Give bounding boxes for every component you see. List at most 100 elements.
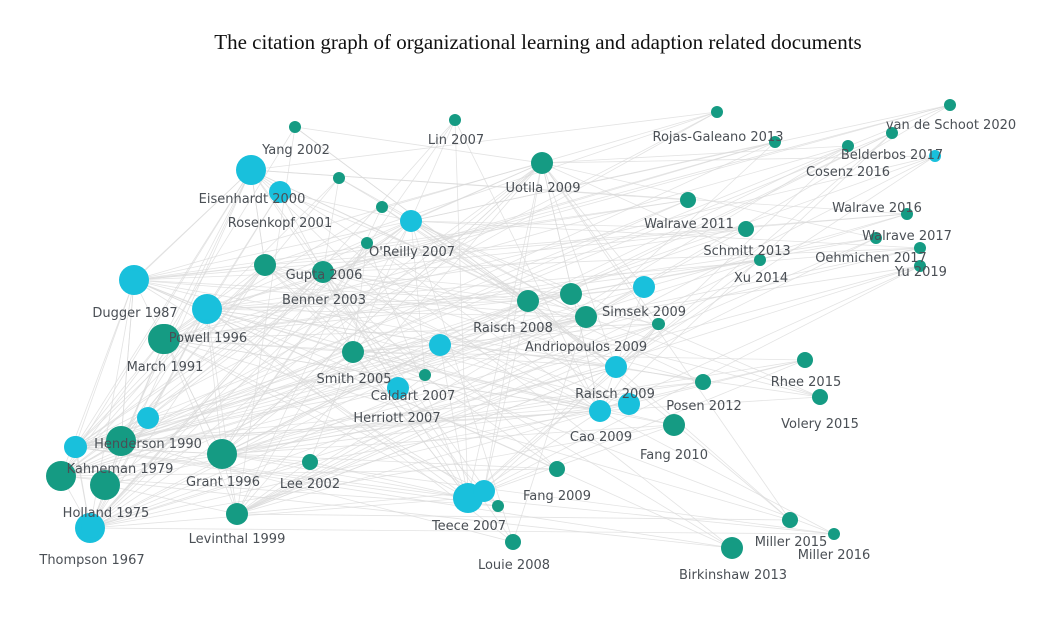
node-walrave2016[interactable] [901,208,913,220]
node-yu2019[interactable] [914,260,926,272]
citation-edge [615,366,791,521]
node-posen2012[interactable] [695,374,711,390]
citation-edge [162,169,252,340]
node-label-lee2002: Lee 2002 [280,477,340,492]
citation-edge [120,104,951,442]
node-n_c10[interactable] [81,516,103,538]
node-n_c2[interactable] [560,283,582,305]
node-oreilly2007[interactable] [400,210,422,232]
citation-edge [164,338,223,455]
node-n_c12[interactable] [195,298,217,320]
node-benner2003[interactable] [254,254,276,276]
node-lin2007[interactable] [449,114,461,126]
node-label-henderson1990: Henderson 1990 [94,437,202,452]
citation-edge [541,162,791,521]
node-n_c15[interactable] [929,150,941,162]
citation-edge [236,366,617,515]
citation-edge [164,338,485,492]
node-n_top2[interactable] [376,201,388,213]
node-vandeschoot2020[interactable] [944,99,956,111]
node-label-vandeschoot2020: van de Schoot 2020 [886,118,1016,133]
node-oehmichen2017[interactable] [870,232,882,244]
node-eisenhardt2000[interactable] [236,155,266,185]
citation-edge [541,162,761,261]
node-n_c14[interactable] [769,136,781,148]
node-label-powell1996: Powell 1996 [169,331,247,346]
citation-edge [206,308,617,368]
node-n_c5[interactable] [618,393,640,415]
node-label-smith2005: Smith 2005 [316,372,391,387]
node-fang2009[interactable] [549,461,565,477]
node-smith2005[interactable] [342,341,364,363]
node-rosenkopf2001[interactable] [269,181,291,203]
node-cao2009[interactable] [589,400,611,422]
node-simsek2009[interactable] [575,306,597,328]
node-fang2010[interactable] [663,414,685,436]
node-caldart2007[interactable] [387,377,409,399]
citation-edge [250,169,630,405]
citation-edge [250,169,266,266]
citation-edge [338,177,587,318]
node-grant1996[interactable] [207,439,237,469]
citation-edge [454,119,469,499]
node-label-dugger1987: Dugger 1987 [92,306,177,321]
node-n_c16[interactable] [652,318,664,330]
node-label-lin2007: Lin 2007 [428,133,484,148]
node-n_c7[interactable] [473,480,495,502]
node-volery2015[interactable] [812,389,828,405]
node-n_c11[interactable] [90,470,120,500]
node-rhee2015[interactable] [797,352,813,368]
node-yang2002[interactable] [289,121,301,133]
node-n_c3[interactable] [633,276,655,298]
citation-edge [294,126,543,164]
node-schmitt2013[interactable] [738,221,754,237]
node-lee2002[interactable] [302,454,318,470]
citation-edge [206,247,921,310]
citation-edge [236,490,485,515]
node-uotila2009[interactable] [531,152,553,174]
node-levinthal1999[interactable] [226,503,248,525]
node-raisch2008[interactable] [517,290,539,312]
node-n_c4[interactable] [429,334,451,356]
citation-edge [467,162,543,499]
citation-edge [75,446,469,499]
citation-edge [410,220,514,543]
citation-edge [89,119,456,529]
node-louie2008[interactable] [505,534,521,550]
citation-edge [615,286,645,368]
node-miller2016[interactable] [828,528,840,540]
node-raisch2009[interactable] [605,356,627,378]
node-xu2014[interactable] [754,254,766,266]
node-n_c8[interactable] [65,436,87,458]
node-herriott2007[interactable] [419,369,431,381]
node-label-oehmichen2017: Oehmichen 2017 [815,251,927,266]
citation-edge [424,316,587,376]
node-belderbos2017[interactable] [842,140,854,152]
node-n_top1[interactable] [333,172,345,184]
node-walrave2017[interactable] [914,242,926,254]
citation-edge [250,169,689,201]
node-n_c1[interactable] [148,324,178,354]
citation-edge [541,145,849,164]
node-cosenz2016[interactable] [886,127,898,139]
node-walrave2011[interactable] [680,192,696,208]
citation-edge [322,177,340,273]
citation-edge [264,213,908,266]
node-gupta2006[interactable] [312,261,334,283]
node-n_c6[interactable] [137,407,159,429]
node-birkinshaw2013[interactable] [721,537,743,559]
node-n_c9[interactable] [492,500,504,512]
citation-edge [264,264,558,470]
node-n_top3[interactable] [361,237,373,249]
node-holland1975[interactable] [46,461,76,491]
citation-edge [60,387,399,477]
node-henderson1990[interactable] [106,426,136,456]
citation-edge [467,359,806,499]
citation-edge [133,169,252,282]
citation-edge [206,141,776,310]
node-miller2015[interactable] [782,512,798,528]
node-n_c13[interactable] [123,270,145,292]
node-rojas2013[interactable] [711,106,723,118]
citation-edge [352,162,543,353]
citation-edge [615,145,849,368]
